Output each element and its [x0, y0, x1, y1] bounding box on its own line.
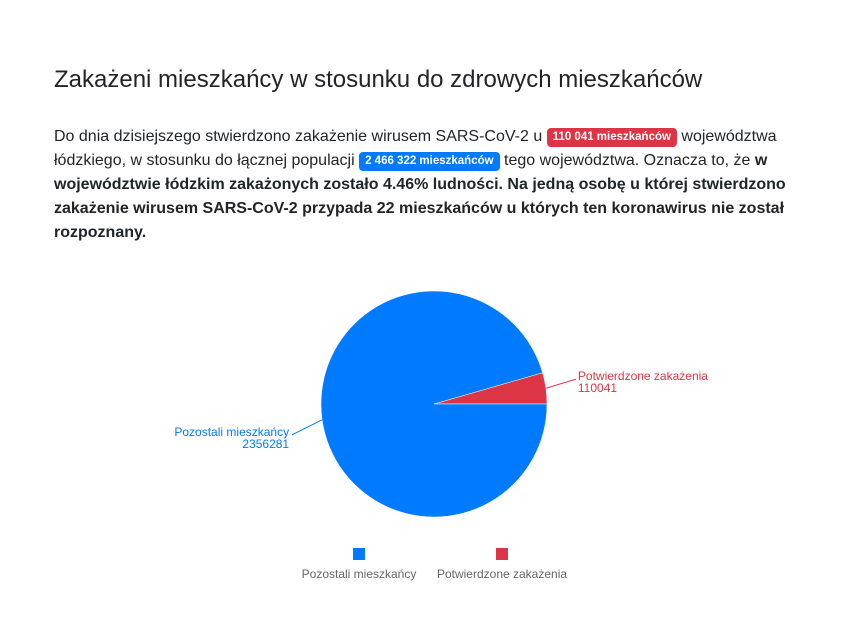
- pie-label-line-pozostali-mieszkancy: [291, 419, 323, 436]
- pie-label-value-potwierdzone-zakazenia: 110041: [578, 381, 617, 395]
- pie-label-line-potwierdzone-zakazenia: [545, 378, 577, 389]
- legend-swatch-potwierdzone-zakazenia[interactable]: [496, 548, 508, 560]
- population-count-badge: 2 466 322 mieszkańców: [359, 152, 500, 171]
- pie-label-name-potwierdzone-zakazenia: Potwierdzone zakażenia: [578, 369, 708, 383]
- page-title: Zakażeni mieszkańcy w stosunku do zdrowy…: [54, 66, 703, 93]
- summary-paragraph: Do dnia dzisiejszego stwierdzono zakażen…: [54, 125, 794, 245]
- legend-label-potwierdzone-zakazenia[interactable]: Potwierdzone zakażenia: [437, 567, 567, 581]
- pie-slice-potwierdzone-zakazenia[interactable]: [433, 372, 548, 405]
- pie-label-name-pozostali-mieszkancy: Pozostali mieszkańcy: [174, 425, 289, 439]
- legend-swatch-pozostali-mieszkancy[interactable]: [353, 548, 365, 560]
- pie-slices: [320, 290, 548, 518]
- paragraph-text-1: Do dnia dzisiejszego stwierdzono zakażen…: [54, 128, 547, 145]
- legend-label-pozostali-mieszkancy[interactable]: Pozostali mieszkańcy: [302, 567, 417, 581]
- paragraph-text-2: województwa łódzkiego, w stosunku do łąc…: [54, 128, 777, 169]
- paragraph-text-3: tego województwa. Oznacza to, że: [499, 152, 755, 169]
- infected-count-badge: 110 041 mieszkańców: [546, 128, 677, 147]
- chart-legend: Pozostali mieszkańcy Potwierdzone zakażen…: [302, 548, 567, 581]
- pie-slice-pozostali-mieszkancy[interactable]: [320, 290, 548, 518]
- pie-label-value-pozostali-mieszkancy: 2356281: [242, 437, 289, 451]
- paragraph-bold-summary: w województwie łódzkim zakażonych został…: [54, 152, 786, 241]
- content: Zakażeni mieszkańcy w stosunku do zdrowy…: [54, 62, 794, 245]
